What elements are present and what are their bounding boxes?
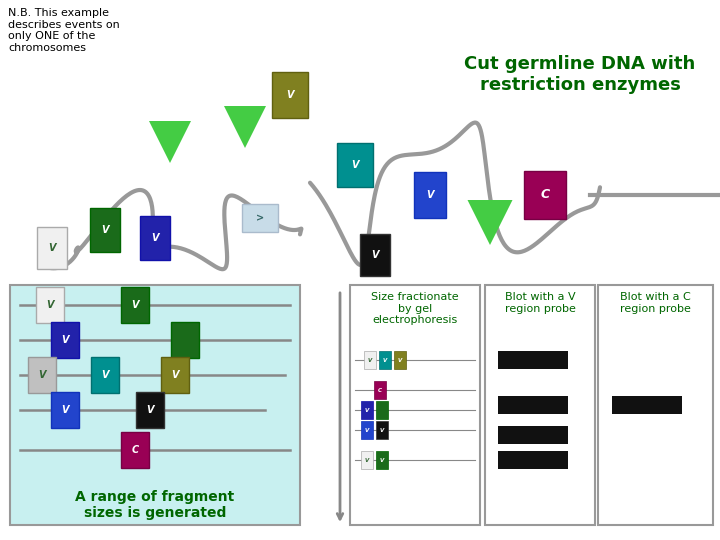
Text: V: V: [287, 90, 294, 100]
Text: V: V: [131, 300, 139, 310]
Bar: [498, 396, 568, 414]
Bar: [364, 351, 376, 369]
Bar: [51, 392, 79, 428]
Text: V: V: [380, 428, 384, 433]
Bar: [37, 227, 67, 269]
Bar: [361, 401, 373, 419]
Bar: [498, 451, 568, 469]
Text: V: V: [102, 225, 109, 235]
Bar: [91, 357, 119, 393]
Text: C: C: [541, 188, 549, 201]
Text: A range of fragment
sizes is generated: A range of fragment sizes is generated: [76, 490, 235, 520]
Bar: [360, 234, 390, 276]
Text: >: >: [256, 213, 264, 223]
Text: C: C: [378, 388, 382, 393]
Text: V: V: [426, 190, 433, 200]
Bar: [361, 451, 373, 469]
Bar: [51, 322, 79, 358]
Text: Blot with a V
region probe: Blot with a V region probe: [505, 292, 575, 314]
Bar: [376, 451, 388, 469]
Bar: [161, 357, 189, 393]
Bar: [598, 285, 713, 525]
Text: V: V: [351, 160, 359, 170]
Polygon shape: [467, 200, 513, 245]
Bar: [379, 351, 391, 369]
Text: V: V: [365, 457, 369, 462]
Text: V: V: [38, 370, 46, 380]
Polygon shape: [149, 121, 191, 163]
Bar: [121, 287, 149, 323]
Bar: [36, 287, 64, 323]
Text: V: V: [61, 405, 68, 415]
Bar: [350, 285, 480, 525]
Bar: [28, 357, 56, 393]
Bar: [171, 322, 199, 358]
Bar: [121, 432, 149, 468]
Bar: [376, 421, 388, 439]
Bar: [272, 72, 308, 118]
Text: V: V: [365, 408, 369, 413]
Text: V: V: [383, 357, 387, 362]
Bar: [90, 208, 120, 252]
Bar: [524, 171, 566, 219]
Text: V: V: [102, 370, 109, 380]
Bar: [414, 172, 446, 218]
Text: V: V: [151, 233, 158, 243]
Bar: [376, 401, 388, 419]
Text: Size fractionate
by gel
electrophoresis: Size fractionate by gel electrophoresis: [372, 292, 459, 325]
Text: V: V: [61, 335, 68, 345]
Bar: [394, 351, 406, 369]
Text: V: V: [372, 250, 379, 260]
Text: C: C: [132, 445, 138, 455]
Bar: [10, 285, 300, 525]
Text: V: V: [380, 457, 384, 462]
Bar: [242, 204, 278, 232]
Bar: [498, 426, 568, 444]
Bar: [374, 381, 386, 399]
Polygon shape: [224, 106, 266, 148]
Bar: [498, 351, 568, 369]
Text: Cut germline DNA with
restriction enzymes: Cut germline DNA with restriction enzyme…: [464, 55, 696, 94]
Text: V: V: [46, 300, 54, 310]
Text: V: V: [171, 370, 179, 380]
Bar: [361, 421, 373, 439]
Text: V: V: [368, 357, 372, 362]
Text: V: V: [365, 428, 369, 433]
Text: N.B. This example
describes events on
only ONE of the
chromosomes: N.B. This example describes events on on…: [8, 8, 120, 53]
Bar: [485, 285, 595, 525]
Text: V: V: [146, 405, 154, 415]
Text: V: V: [48, 243, 55, 253]
Bar: [612, 396, 682, 414]
Text: Blot with a C
region probe: Blot with a C region probe: [620, 292, 690, 314]
Bar: [337, 143, 373, 187]
Bar: [140, 216, 170, 260]
Text: V: V: [398, 357, 402, 362]
Bar: [136, 392, 164, 428]
